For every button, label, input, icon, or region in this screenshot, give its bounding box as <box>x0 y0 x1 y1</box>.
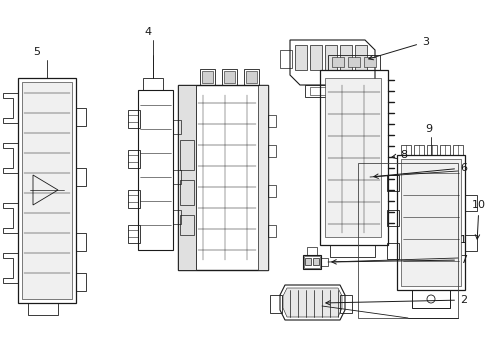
Text: 8: 8 <box>391 150 407 160</box>
Bar <box>222 69 237 85</box>
Bar <box>304 256 319 268</box>
Bar <box>76 168 86 186</box>
Bar <box>386 243 398 259</box>
Bar <box>180 180 194 205</box>
Bar <box>386 175 398 191</box>
Bar <box>128 225 140 243</box>
Bar <box>180 215 194 235</box>
Bar <box>305 85 349 97</box>
Bar <box>400 145 410 155</box>
Bar <box>339 45 351 70</box>
Bar <box>224 71 235 83</box>
Bar <box>180 140 194 170</box>
Text: 9: 9 <box>424 124 431 134</box>
Bar <box>76 233 86 251</box>
Bar <box>305 258 310 265</box>
Bar <box>354 45 366 70</box>
Bar <box>325 78 380 237</box>
Bar <box>452 145 462 155</box>
Bar <box>178 85 196 270</box>
Bar <box>339 295 351 313</box>
Text: 5: 5 <box>33 47 40 57</box>
Text: 1: 1 <box>459 235 466 245</box>
Bar <box>426 145 436 155</box>
Bar <box>294 45 306 70</box>
Bar <box>309 45 321 70</box>
Bar <box>396 155 464 290</box>
Bar <box>363 57 375 67</box>
Bar <box>267 115 275 127</box>
Bar <box>464 235 476 251</box>
Bar <box>258 85 267 270</box>
Bar <box>464 195 476 211</box>
Bar <box>128 150 140 168</box>
Bar <box>28 303 58 315</box>
Bar <box>128 110 140 128</box>
Text: 2: 2 <box>325 295 466 305</box>
Bar <box>312 258 318 265</box>
Bar <box>142 78 163 90</box>
Bar <box>200 69 215 85</box>
Bar <box>76 273 86 291</box>
Bar <box>320 258 327 266</box>
Bar <box>309 87 345 95</box>
Text: 4: 4 <box>144 27 151 37</box>
Bar <box>351 172 358 181</box>
Bar <box>280 50 291 68</box>
Bar <box>178 85 267 270</box>
Bar <box>245 71 257 83</box>
Bar <box>342 172 349 181</box>
Bar <box>347 57 359 67</box>
Bar <box>339 168 361 186</box>
Bar <box>76 108 86 126</box>
Bar <box>244 69 259 85</box>
Bar <box>267 225 275 237</box>
Bar <box>173 120 181 134</box>
Bar <box>386 210 398 226</box>
Text: 7: 7 <box>331 255 466 265</box>
Bar <box>267 145 275 157</box>
Bar <box>357 163 457 318</box>
Bar <box>341 170 359 184</box>
Bar <box>439 145 449 155</box>
Polygon shape <box>22 82 72 299</box>
Bar <box>361 172 369 182</box>
Bar <box>128 190 140 208</box>
Bar <box>267 185 275 197</box>
Polygon shape <box>283 288 341 317</box>
Bar <box>329 245 374 257</box>
Bar <box>306 247 316 255</box>
Bar <box>319 70 387 245</box>
Bar <box>325 45 336 70</box>
Text: 6: 6 <box>373 163 466 179</box>
Bar <box>269 295 282 313</box>
Bar <box>400 159 460 286</box>
Bar <box>331 57 343 67</box>
Text: 3: 3 <box>368 37 428 60</box>
Bar <box>411 290 449 308</box>
Text: 10: 10 <box>471 200 485 239</box>
Bar <box>303 255 320 269</box>
Bar <box>202 71 213 83</box>
Bar <box>327 55 379 70</box>
Bar <box>173 210 181 224</box>
Bar <box>413 145 423 155</box>
Bar <box>173 170 181 184</box>
